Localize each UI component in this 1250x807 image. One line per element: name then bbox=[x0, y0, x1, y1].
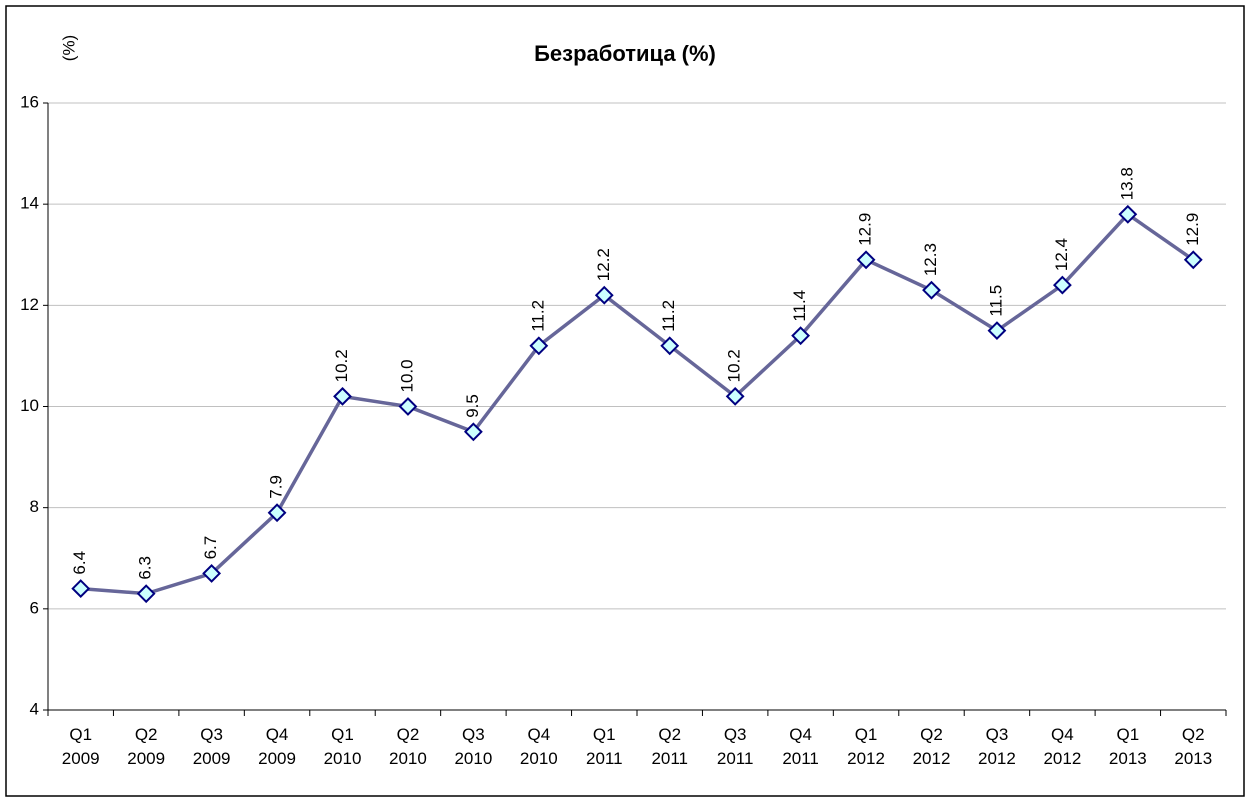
data-label: 13.8 bbox=[1117, 167, 1136, 200]
data-label: 11.2 bbox=[528, 300, 547, 332]
data-label: 6.3 bbox=[136, 556, 155, 580]
data-label: 6.7 bbox=[201, 536, 220, 560]
data-marker bbox=[529, 336, 549, 356]
data-label: 12.9 bbox=[1183, 213, 1202, 246]
y-tick-label: 12 bbox=[20, 295, 39, 314]
data-marker bbox=[660, 336, 680, 356]
data-label: 6.4 bbox=[70, 551, 89, 575]
x-tick-label: Q4 2011 bbox=[782, 725, 819, 768]
data-label: 7.9 bbox=[267, 475, 286, 499]
data-marker bbox=[922, 280, 941, 300]
data-marker bbox=[987, 321, 1007, 341]
data-marker bbox=[1118, 204, 1138, 224]
x-tick-label: Q4 2009 bbox=[258, 725, 296, 768]
y-tick-label: 8 bbox=[30, 497, 39, 516]
x-tick-label: Q2 2011 bbox=[651, 725, 688, 768]
chart-title: Безработица (%) bbox=[534, 41, 716, 66]
chart-frame bbox=[5, 5, 1245, 797]
y-tick-label: 10 bbox=[20, 396, 39, 415]
x-tick-label: Q1 2009 bbox=[62, 725, 100, 768]
data-marker bbox=[267, 503, 287, 523]
data-label: 10.0 bbox=[397, 359, 416, 392]
data-label: 10.2 bbox=[332, 349, 351, 382]
data-marker bbox=[791, 326, 811, 346]
x-tick-label: Q3 2011 bbox=[717, 725, 754, 768]
data-marker bbox=[463, 422, 483, 442]
y-tick-label: 16 bbox=[20, 92, 39, 111]
data-label: 12.3 bbox=[921, 243, 940, 276]
x-tick-label: Q1 2011 bbox=[586, 725, 623, 768]
data-marker bbox=[1183, 250, 1203, 270]
x-tick-label: Q2 2009 bbox=[127, 725, 165, 768]
data-label: 12.9 bbox=[856, 213, 875, 246]
data-marker bbox=[398, 397, 418, 416]
data-label: 12.2 bbox=[594, 248, 613, 281]
data-label: 9.5 bbox=[463, 394, 482, 418]
data-marker bbox=[71, 579, 91, 599]
data-marker bbox=[594, 285, 614, 305]
data-marker bbox=[136, 584, 156, 604]
data-line bbox=[80, 211, 1195, 596]
x-tick-label: Q2 2012 bbox=[913, 725, 951, 768]
data-label: 11.2 bbox=[659, 300, 678, 332]
x-tick-label: Q2 2013 bbox=[1174, 725, 1212, 768]
x-tick-label: Q1 2010 bbox=[324, 725, 362, 768]
data-label: 12.4 bbox=[1052, 238, 1071, 271]
data-label: 10.2 bbox=[725, 349, 744, 382]
y-axis-label: (%) bbox=[59, 35, 78, 61]
data-marker bbox=[856, 250, 876, 270]
x-tick-label: Q3 2012 bbox=[978, 725, 1016, 768]
x-tick-label: Q4 2010 bbox=[520, 725, 558, 768]
y-tick-label: 4 bbox=[30, 699, 39, 718]
data-marker bbox=[725, 386, 745, 406]
data-label: 11.5 bbox=[986, 285, 1005, 317]
data-marker bbox=[1052, 275, 1072, 295]
x-tick-label: Q4 2012 bbox=[1043, 725, 1081, 768]
y-tick-label: 6 bbox=[30, 598, 39, 617]
data-marker bbox=[202, 564, 222, 583]
x-tick-label: Q1 2012 bbox=[847, 725, 885, 768]
x-tick-label: Q3 2010 bbox=[454, 725, 492, 768]
data-label: 11.4 bbox=[790, 290, 809, 322]
y-tick-label: 14 bbox=[20, 194, 39, 213]
x-tick-label: Q1 2013 bbox=[1109, 725, 1147, 768]
x-tick-label: Q2 2010 bbox=[389, 725, 427, 768]
data-marker bbox=[333, 386, 352, 406]
x-tick-label: Q3 2009 bbox=[193, 725, 231, 768]
